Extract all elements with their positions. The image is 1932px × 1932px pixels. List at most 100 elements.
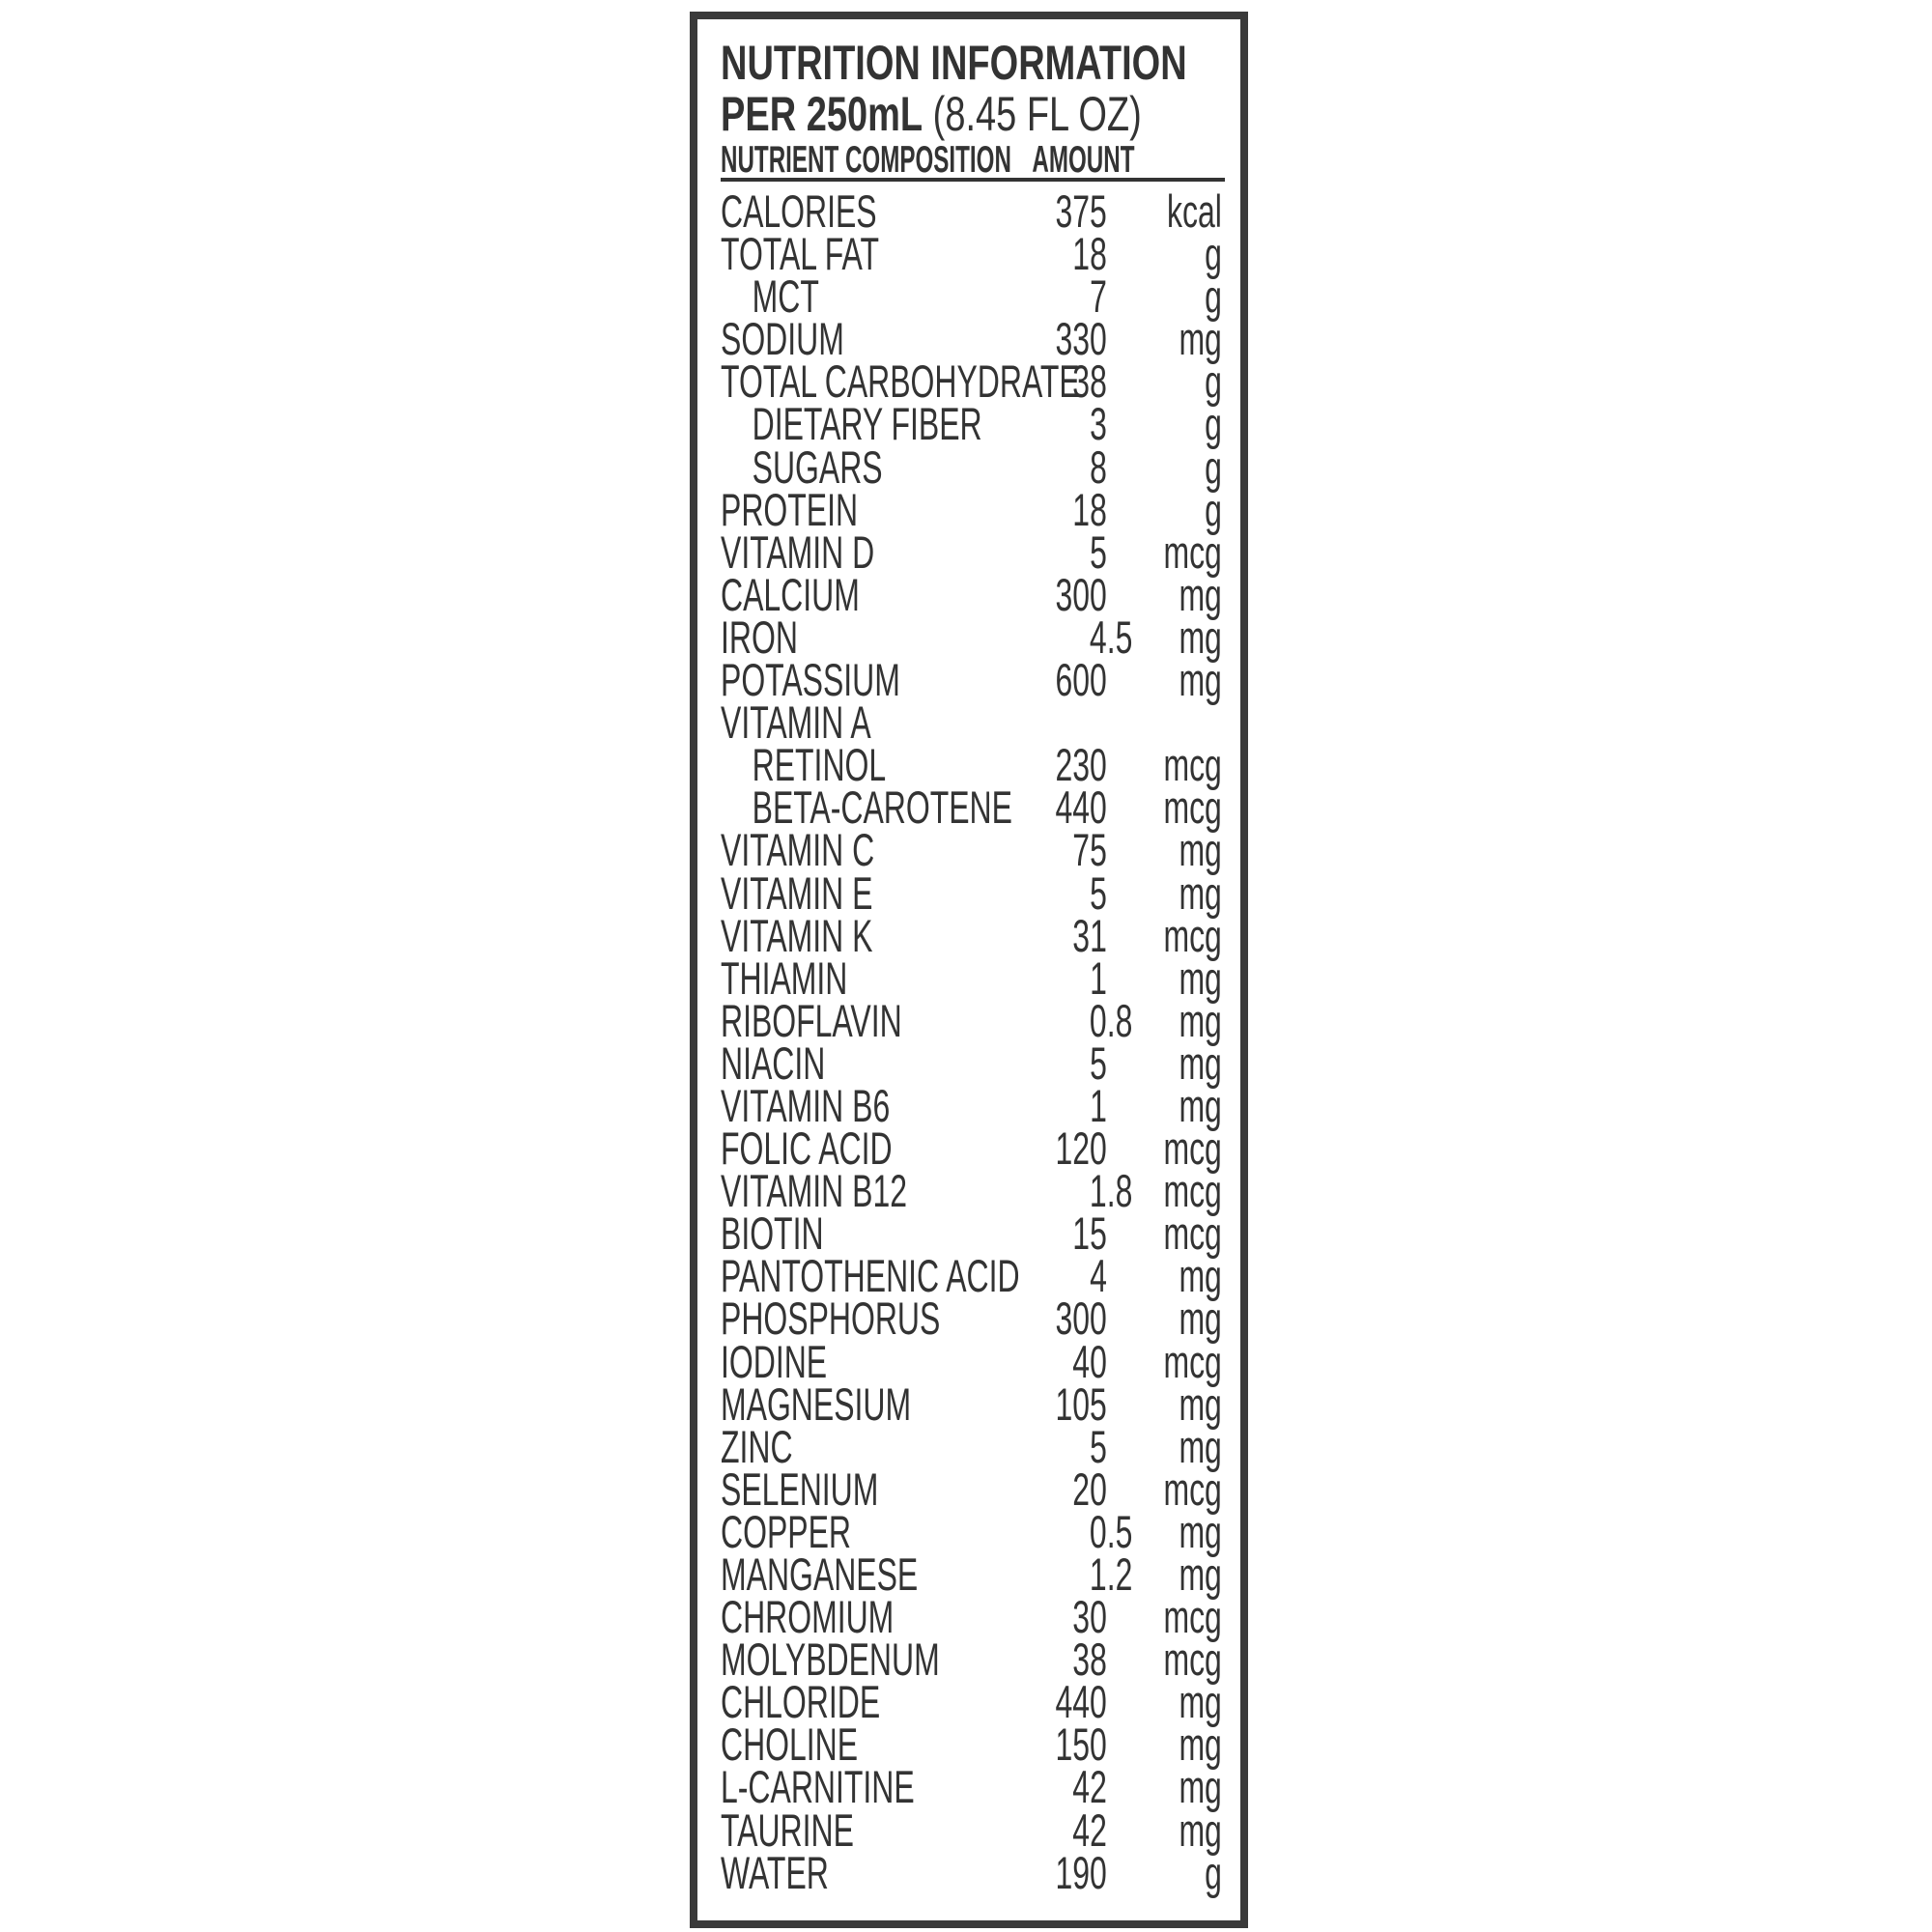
- table-row: BIOTIN 15 mcg: [721, 1208, 1246, 1260]
- nutrient-amount: 1: [1090, 1079, 1107, 1131]
- table-row: MCT 7 g: [721, 270, 1246, 323]
- nutrient-unit: mcg: [1163, 739, 1222, 791]
- nutrient-amount: 42: [1072, 1761, 1107, 1813]
- table-row: TOTAL FAT 18 g: [721, 228, 1246, 280]
- nutrient-name: NIACIN: [721, 1037, 826, 1089]
- nutrient-name: VITAMIN B12: [721, 1165, 908, 1217]
- table-row: L-CARNITINE 42 mg: [721, 1761, 1246, 1813]
- nutrient-unit: mg: [1179, 1804, 1222, 1856]
- nutrient-unit: mg: [1179, 1548, 1222, 1600]
- nutrient-name: CHROMIUM: [721, 1591, 895, 1643]
- table-row: RIBOFLAVIN 0.8 mg: [721, 994, 1246, 1046]
- nutrient-unit: mg: [1179, 611, 1222, 663]
- nutrient-amount: 1.8: [1089, 1165, 1133, 1217]
- nutrient-name: RETINOL: [752, 739, 887, 791]
- nutrient-unit: g: [1205, 1846, 1222, 1898]
- table-row: BETA-CAROTENE 440 mcg: [721, 781, 1246, 834]
- nutrient-amount: 3: [1090, 398, 1107, 450]
- nutrient-amount: 300: [1055, 1293, 1107, 1345]
- nutrient-amount: 4.5: [1089, 611, 1133, 663]
- nutrient-unit: mcg: [1163, 1122, 1222, 1175]
- nutrient-name: VITAMIN B6: [721, 1079, 891, 1131]
- table-row: CALCIUM 300 mg: [721, 568, 1246, 620]
- table-row: VITAMIN D 5 mcg: [721, 526, 1246, 578]
- nutrient-unit: mg: [1179, 1420, 1222, 1472]
- nutrient-amount: 20: [1072, 1463, 1107, 1515]
- table-row: PHOSPHORUS 300 mg: [721, 1293, 1246, 1345]
- nutrient-name: IODINE: [721, 1335, 828, 1387]
- nutrient-name: TAURINE: [721, 1804, 854, 1856]
- table-row: IODINE 40 mcg: [721, 1335, 1246, 1387]
- nutrient-name: TOTAL FAT: [721, 228, 879, 280]
- nutrient-amount: 440: [1055, 1676, 1107, 1728]
- nutrient-name: FOLIC ACID: [721, 1122, 893, 1175]
- nutrient-amount: 5: [1090, 1420, 1107, 1472]
- nutrient-amount: 330: [1055, 313, 1107, 365]
- table-row: SELENIUM 20 mcg: [721, 1463, 1246, 1515]
- nutrient-amount: 105: [1055, 1378, 1107, 1430]
- nutrient-name: MOLYBDENUM: [721, 1634, 940, 1686]
- table-row: TOTAL CARBOHYDRATE 38 g: [721, 358, 1246, 404]
- nutrient-name: ZINC: [721, 1420, 793, 1472]
- nutrient-amount: 0.5: [1089, 1505, 1133, 1557]
- nutrient-amount: 5: [1090, 867, 1107, 919]
- table-row: FOLIC ACID 120 mcg: [721, 1122, 1246, 1175]
- nutrient-name: MCT: [752, 270, 819, 323]
- nutrient-amount: 18: [1072, 228, 1107, 280]
- nutrient-name: CALCIUM: [721, 568, 860, 620]
- nutrient-unit: mg: [1179, 568, 1222, 620]
- nutrient-amount: 5: [1090, 1037, 1107, 1089]
- nutrient-amount: 5: [1090, 526, 1107, 578]
- nutrient-amount: 120: [1055, 1122, 1107, 1175]
- nutrient-column-header: NUTRIENT COMPOSITION: [721, 139, 1011, 181]
- table-row: VITAMIN A: [721, 696, 1246, 749]
- table-row: VITAMIN E 5 mg: [721, 867, 1246, 919]
- table-row: MANGANESE 1.2 mg: [721, 1548, 1246, 1600]
- nutrient-amount: 300: [1055, 568, 1107, 620]
- nutrient-amount: 600: [1055, 654, 1107, 706]
- table-row: SODIUM 330 mg: [721, 313, 1246, 365]
- nutrient-name: VITAMIN A: [721, 696, 871, 749]
- nutrient-unit: mcg: [1163, 1463, 1222, 1515]
- nutrient-name: BETA-CAROTENE: [752, 781, 1012, 834]
- table-row: MAGNESIUM 105 mg: [721, 1378, 1246, 1430]
- nutrient-amount: 440: [1055, 781, 1107, 834]
- nutrient-amount: 8: [1090, 440, 1107, 493]
- nutrient-unit: mg: [1179, 1761, 1222, 1813]
- nutrient-amount: 230: [1055, 739, 1107, 791]
- table-row: IRON 4.5 mg: [721, 611, 1246, 663]
- nutrient-unit: mg: [1179, 1676, 1222, 1728]
- table-row: RETINOL 230 mcg: [721, 739, 1246, 791]
- nutrient-name: BIOTIN: [721, 1208, 824, 1260]
- nutrient-unit: mg: [1179, 1505, 1222, 1557]
- table-row: CHOLINE 150 mg: [721, 1719, 1246, 1771]
- table-row: DIETARY FIBER 3 g: [721, 398, 1246, 450]
- nutrient-amount: 31: [1072, 909, 1107, 961]
- table-row: CALORIES 375 kcal: [721, 188, 1246, 234]
- nutrient-amount: 30: [1072, 1591, 1107, 1643]
- nutrient-amount: 1: [1090, 952, 1107, 1004]
- nutrient-unit: g: [1205, 398, 1222, 450]
- nutrient-name: PROTEIN: [721, 483, 859, 535]
- table-row: POTASSIUM 600 mg: [721, 654, 1246, 706]
- nutrient-unit: g: [1205, 270, 1222, 323]
- nutrient-unit: mcg: [1163, 1335, 1222, 1387]
- nutrient-amount: 4: [1090, 1250, 1107, 1302]
- nutrient-unit: mcg: [1163, 526, 1222, 578]
- nutrient-unit: g: [1205, 228, 1222, 280]
- label-border: [690, 12, 1248, 1928]
- nutrient-name: RIBOFLAVIN: [721, 994, 902, 1046]
- nutrient-name: SELENIUM: [721, 1463, 879, 1515]
- nutrient-unit: mg: [1179, 1250, 1222, 1302]
- nutrient-unit: mg: [1179, 1037, 1222, 1089]
- nutrient-unit: g: [1205, 440, 1222, 493]
- nutrient-name: SUGARS: [752, 440, 883, 493]
- nutrient-name: MAGNESIUM: [721, 1378, 912, 1430]
- nutrient-unit: g: [1205, 483, 1222, 535]
- nutrient-name: CHOLINE: [721, 1719, 859, 1771]
- table-row: THIAMIN 1 mg: [721, 952, 1246, 1004]
- nutrient-unit: mg: [1179, 952, 1222, 1004]
- column-header: NUTRIENT COMPOSITION AMOUNT: [721, 141, 1140, 180]
- serving-oz: (8.45 FL OZ): [932, 87, 1142, 141]
- nutrient-name: VITAMIN K: [721, 909, 873, 961]
